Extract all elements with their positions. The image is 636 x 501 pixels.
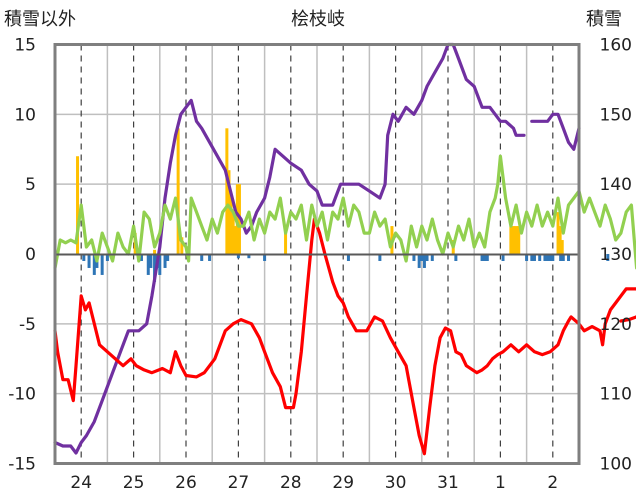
sunshine-bar [420,254,424,261]
sunshine-bar [546,254,550,261]
x-tick: 26 [175,473,197,493]
precipitation-bar [229,198,233,254]
sunshine-bar [105,254,109,261]
sunshine-bar [485,254,489,261]
y-right-tick: 120 [600,315,632,335]
chart-title: 桧枝岐 [291,9,345,30]
wind-line [53,154,636,270]
y-left-tick: 15 [14,36,36,56]
sunshine-bar [543,254,547,261]
y-left-tick: -5 [19,315,36,335]
x-tick: 1 [495,473,506,493]
y-right-tick: 110 [600,385,632,405]
precipitation-bar [558,226,562,254]
sunshine-bar [538,254,542,261]
sunshine-bar [530,254,534,261]
precipitation-bar [233,226,237,254]
sunshine-bar [430,254,434,261]
sunshine-bar [417,254,421,268]
sunshine-bar [149,254,153,268]
precipitation-bar [556,212,560,254]
y-left-tick: 5 [25,175,36,195]
y-right-tick-labels: 160 150 140 130 120 110 100 [600,36,632,475]
sunshine-bar [208,254,212,261]
sunshine-bar [100,254,104,275]
sunshine-bar [551,254,555,261]
precipitation-bar [225,128,229,254]
sunshine-bar [559,254,563,261]
x-tick: 2 [547,473,558,493]
y-right-tick: 100 [600,455,632,475]
sunshine-bar [236,254,240,259]
sunshine-bar [163,254,167,268]
snow_depth-line-segment [530,112,581,151]
sunshine-bar [483,254,487,261]
sunshine-bar [87,254,91,268]
precipitation-bar [180,237,184,254]
sunshine-bar [247,254,251,259]
precipitation-bar [76,156,80,254]
sunshine-bar [346,254,350,261]
y-left-tick: 10 [14,105,36,125]
sunshine-bar [422,254,426,268]
precipitation-bar [284,226,288,254]
precipitation-bar [512,226,515,254]
sunshine-bar [139,254,143,261]
sunshine-bar [153,254,157,282]
sunshine-bar [82,254,86,261]
precipitation-bar [227,170,231,254]
sunshine-bar [501,254,505,261]
sunshine-bar [158,254,162,275]
x-tick: 28 [280,473,302,493]
sunshine-bar [263,254,267,261]
y-right-tick: 150 [600,105,632,125]
sunshine-bar [454,254,458,261]
sunshine-bar [525,254,529,261]
plot-frame [53,43,581,465]
line-series [53,42,636,456]
x-tick: 30 [385,473,407,493]
sunshine-bar [532,254,536,261]
sunshine-bar [561,254,565,261]
x-tick: 25 [123,473,145,493]
sunshine-bar [606,254,610,261]
precipitation-bar [560,240,564,254]
sunshine-bar [166,254,170,261]
sunshine-bar [92,254,96,275]
sunshine-bar [480,254,484,261]
precipitation-bar [517,226,521,254]
precipitation-bar [153,249,157,254]
precipitation-bar [176,128,180,254]
sunshine-bar [200,254,204,261]
right-axis-label: 積雪 [586,9,622,30]
y-left-tick: -10 [8,385,36,405]
y-left-tick: 0 [25,245,36,265]
x-tick: 27 [228,473,250,493]
y-right-tick: 160 [600,36,632,56]
precipitation-bar [231,212,235,254]
temperature-line [53,217,636,456]
sunshine-bar [425,254,429,261]
x-tick: 24 [70,473,92,493]
sunshine-bar [567,254,571,261]
precipitation-bar [509,226,513,254]
y-left-tick: -15 [8,455,36,475]
y-right-tick: 130 [600,245,632,265]
sunshine-bar [146,254,150,275]
x-tick-labels: 24 25 26 27 28 29 30 31 1 2 [70,473,558,493]
sunshine-bar [412,254,416,261]
sunshine-bar [548,254,552,261]
sunshine-bar [378,254,382,261]
y-left-tick-labels: 15 10 5 0 -5 -10 -15 [8,36,36,475]
left-axis-label: 積雪以外 [4,9,76,30]
precipitation-bar [514,226,518,254]
y-right-tick: 140 [600,175,632,195]
x-tick: 29 [332,473,354,493]
snow_depth-line [53,42,526,455]
x-tick: 31 [437,473,459,493]
